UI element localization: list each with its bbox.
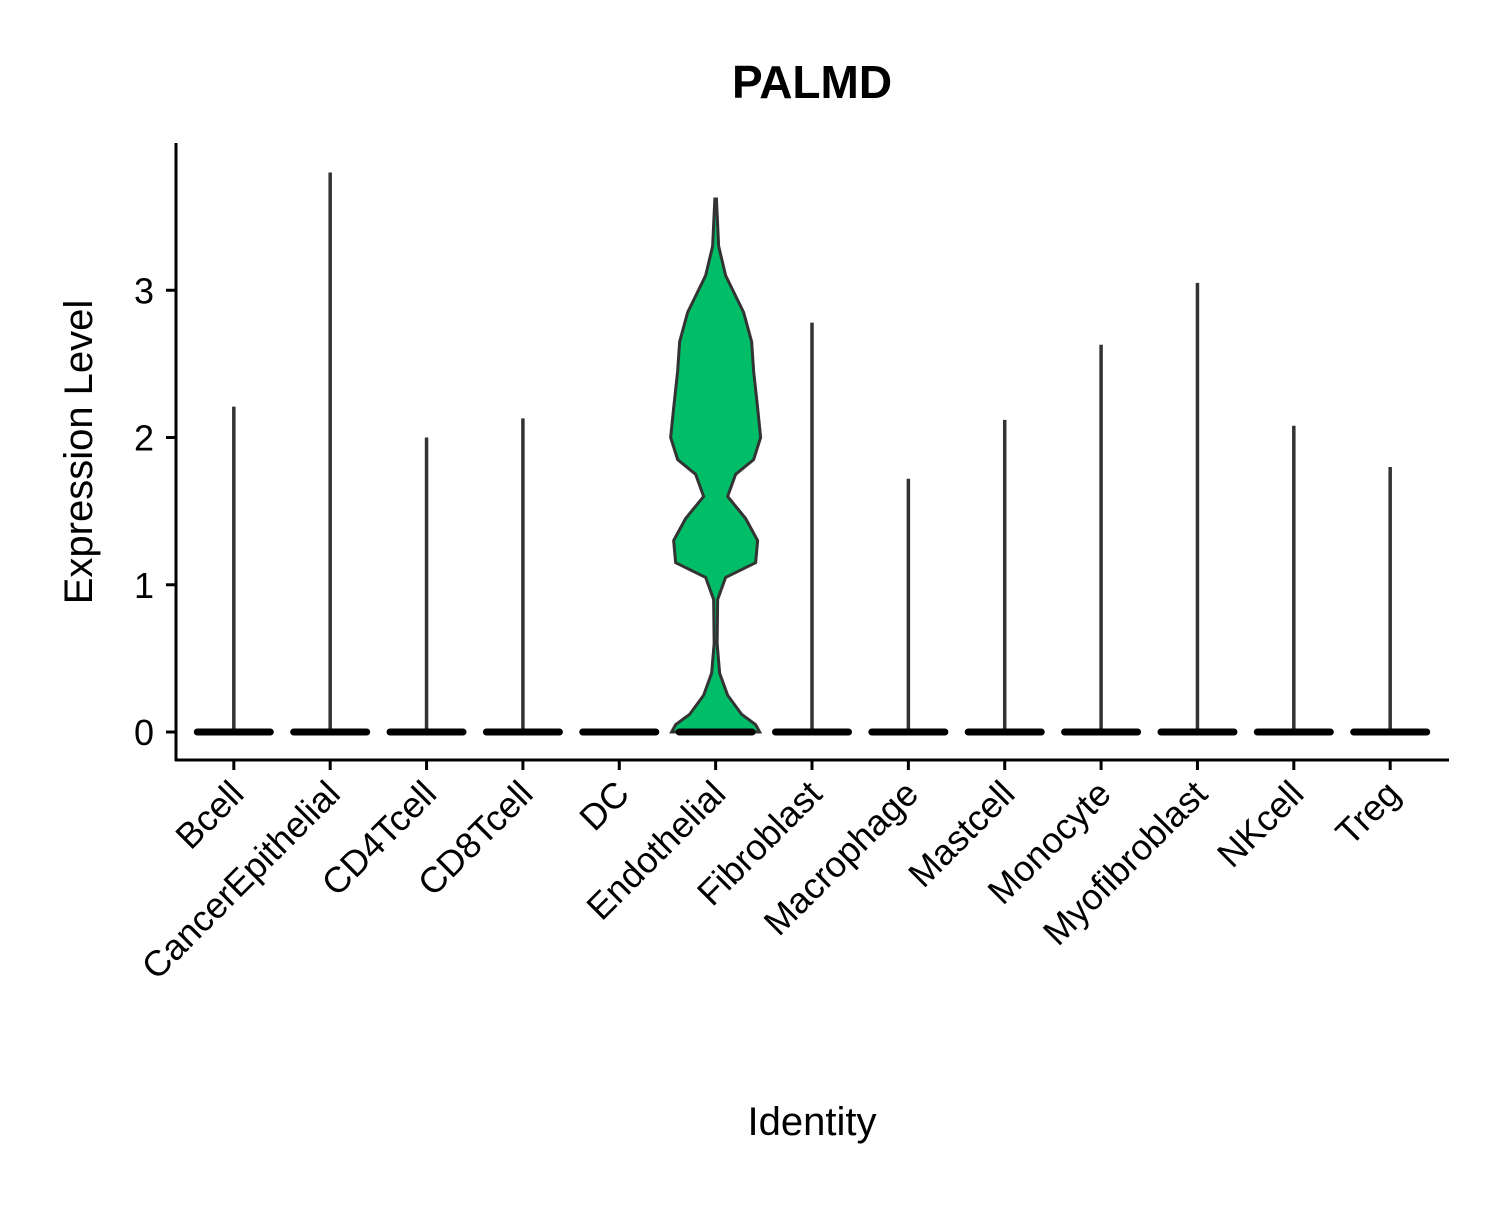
zero-points: [482, 728, 563, 736]
zero-points: [675, 728, 756, 736]
zero-points: [772, 728, 852, 736]
zero-points: [1253, 728, 1334, 736]
y-tick-label: 2: [134, 418, 154, 459]
x-tick-label: NKcell: [1209, 773, 1312, 876]
zero-points: [386, 728, 467, 736]
y-axis-label: Expression Level: [57, 300, 101, 605]
y-tick-label: 0: [134, 712, 154, 753]
zero-points: [1157, 728, 1238, 736]
x-tick-label: Treg: [1327, 773, 1407, 853]
zero-points: [964, 728, 1045, 736]
zero-points: [290, 728, 371, 736]
chart-title: PALMD: [732, 56, 892, 108]
y-tick-label: 3: [134, 270, 154, 311]
violin: [669, 197, 763, 734]
zero-points: [579, 728, 660, 736]
y-tick-label: 1: [134, 565, 154, 606]
x-tick-label: DC: [571, 773, 637, 839]
zero-points: [193, 728, 274, 736]
x-axis-label: Identity: [748, 1100, 877, 1144]
zero-points: [1061, 728, 1142, 736]
zero-points: [868, 728, 949, 736]
zero-points: [1350, 728, 1431, 736]
x-tick-label: Bcell: [167, 773, 251, 857]
